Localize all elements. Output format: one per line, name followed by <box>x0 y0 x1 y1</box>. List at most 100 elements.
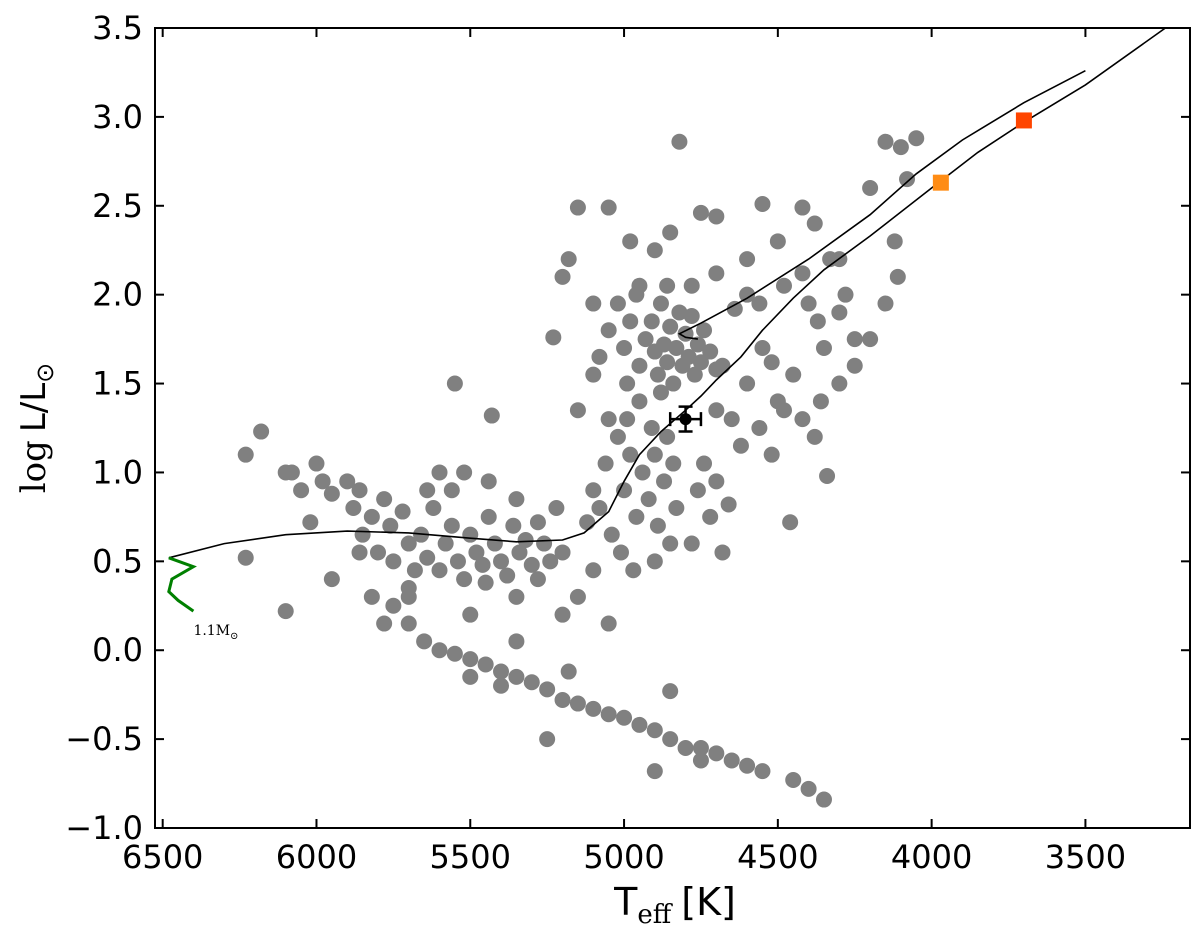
star-point <box>892 139 909 156</box>
star-point <box>889 268 906 285</box>
star-point <box>886 233 903 250</box>
star-point <box>643 420 660 436</box>
star-point <box>775 277 792 294</box>
star-point <box>585 295 602 312</box>
star-point <box>345 500 362 516</box>
star-point <box>431 642 448 659</box>
star-point <box>809 313 826 330</box>
star-point <box>591 500 608 516</box>
star-point <box>591 348 608 365</box>
star-point <box>662 683 679 700</box>
star-point <box>456 571 473 588</box>
star-point <box>382 517 399 534</box>
star-point <box>523 674 540 691</box>
star-point <box>652 295 669 312</box>
star-point <box>723 411 740 428</box>
x-label-unit: [K] <box>681 880 736 924</box>
star-point <box>689 482 706 499</box>
star-point <box>831 375 848 392</box>
star-point <box>708 208 725 225</box>
star-point <box>462 606 479 623</box>
star-point <box>308 455 325 472</box>
star-point <box>659 428 676 445</box>
star-point <box>508 491 525 508</box>
star-point <box>812 393 829 410</box>
star-point <box>385 553 402 570</box>
star-point <box>775 402 792 419</box>
star-point <box>692 752 709 769</box>
star-point <box>652 384 669 401</box>
star-point <box>714 544 731 561</box>
star-point <box>474 556 491 573</box>
star-point <box>702 343 719 360</box>
star-point <box>819 468 836 484</box>
y-label-main: L/L <box>14 383 54 432</box>
star-point <box>314 473 331 490</box>
star-point <box>692 740 709 756</box>
star-point <box>877 295 894 312</box>
star-point <box>806 215 823 232</box>
star-point <box>579 514 596 531</box>
star-point <box>668 340 685 356</box>
star-point <box>622 446 639 463</box>
star-point <box>723 752 740 769</box>
star-point <box>302 514 319 531</box>
star-point <box>609 428 626 445</box>
x-tick-label: 5500 <box>430 838 511 876</box>
star-point <box>631 393 648 410</box>
star-point <box>708 473 725 490</box>
star-point <box>739 286 756 303</box>
star-point <box>508 633 525 650</box>
mass-label-sub: ⊙ <box>230 631 238 642</box>
y-tick-label: −0.5 <box>65 720 143 758</box>
star-point <box>662 535 679 552</box>
star-point <box>899 171 916 188</box>
star-point <box>523 556 540 573</box>
star-point <box>662 731 679 748</box>
star-point <box>649 366 666 383</box>
star-point <box>785 772 802 788</box>
x-label-sub: eff <box>637 900 673 930</box>
star-point <box>569 588 586 605</box>
star-point <box>569 695 586 712</box>
star-point <box>536 535 553 552</box>
star-point <box>431 562 448 579</box>
star-point <box>643 313 660 330</box>
star-point <box>603 526 620 543</box>
star-point <box>631 277 648 294</box>
star-point <box>363 588 380 605</box>
star-point <box>862 331 879 348</box>
evolution-track <box>167 556 197 613</box>
star-point <box>616 482 633 499</box>
star-point <box>732 437 749 454</box>
star-point <box>683 277 700 294</box>
star-point <box>656 473 673 490</box>
star-point <box>671 133 688 150</box>
star-point <box>668 500 685 516</box>
star-point <box>794 199 811 216</box>
star-point <box>785 366 802 383</box>
star-point <box>443 482 460 499</box>
x-tick-label: 6500 <box>122 838 203 876</box>
x-tick-label: 5000 <box>583 838 664 876</box>
star-point <box>400 615 417 632</box>
y-tick-label: −1.0 <box>65 809 143 847</box>
star-point <box>831 304 848 321</box>
y-tick-label: 0.0 <box>92 631 143 669</box>
y-tick-label: 2.0 <box>92 276 143 314</box>
star-point <box>794 265 811 282</box>
star-point <box>815 791 832 808</box>
star-point <box>800 295 817 312</box>
star-point <box>662 224 679 241</box>
star-point <box>646 722 663 739</box>
star-point <box>714 357 731 374</box>
star-point <box>446 375 463 392</box>
star-point <box>708 402 725 419</box>
track-mass-label: 1.1M⊙ <box>193 623 238 642</box>
star-point <box>323 571 340 588</box>
star-point <box>468 544 485 561</box>
star-point <box>419 549 436 566</box>
star-point <box>646 242 663 259</box>
star-point <box>505 517 522 534</box>
star-point <box>585 562 602 579</box>
